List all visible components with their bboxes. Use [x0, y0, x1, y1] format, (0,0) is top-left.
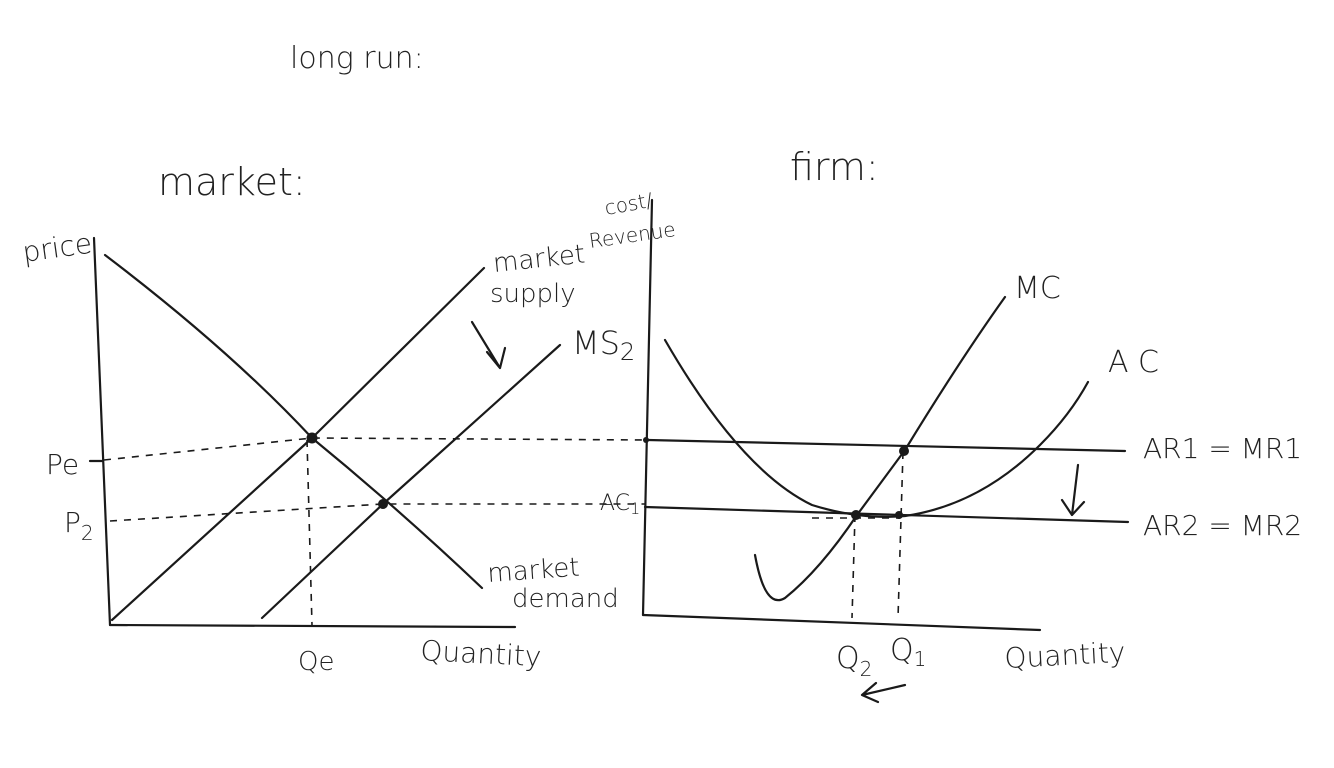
ar-shift-arrow — [1060, 463, 1086, 517]
demand-label-line1: market — [486, 553, 580, 589]
supply-label-line1: market — [492, 239, 587, 278]
firm-x-axis-label: Quantity — [1004, 636, 1127, 675]
q2-guide-line — [851, 514, 856, 619]
ar1-mr1-line — [646, 438, 1127, 453]
ar1-axis-marker — [643, 437, 649, 443]
ms2-label: MS2 — [572, 324, 635, 366]
ar1-mr1-label: AR1 = MR1 — [1143, 432, 1302, 465]
market-supply-curve — [110, 266, 486, 622]
demand-label-line2: demand — [512, 584, 619, 614]
q2-label: Q2 — [836, 641, 872, 681]
p2-guide-line — [109, 503, 645, 522]
price-pe-label: Pe — [46, 448, 79, 481]
qe-guide-line — [306, 439, 313, 626]
market-heading: market: — [158, 160, 306, 204]
market-y-axis-label: price — [20, 227, 94, 269]
supply-label-line2: supply — [490, 279, 576, 309]
market-equilibrium-point — [306, 432, 318, 444]
mc-curve — [753, 295, 1007, 602]
diagram-title: long run: — [290, 41, 424, 76]
ac1-label: AC1 — [600, 491, 640, 518]
firm-ar2-mc-point — [851, 510, 861, 520]
market-x-axis — [108, 623, 517, 629]
market-demand-curve — [103, 253, 484, 590]
firm-y-axis — [641, 198, 654, 617]
q1-guide-line — [897, 451, 904, 619]
market-equilibrium-2-point — [378, 499, 388, 509]
pe-guide-line — [103, 437, 651, 461]
firm-ar1-mc-point — [899, 446, 909, 456]
qty-qe-label: Qe — [298, 647, 334, 677]
market-x-axis-label: Quantity — [420, 634, 543, 673]
ac-label: A C — [1108, 345, 1159, 380]
q-shift-arrow — [860, 681, 907, 704]
firm-x-axis — [641, 613, 1042, 632]
mc-label: MC — [1014, 271, 1061, 306]
ar2-mr2-label: AR2 = MR2 — [1143, 509, 1302, 542]
price-p2-label: P2 — [64, 506, 94, 545]
supply-shift-arrow — [470, 320, 507, 370]
q1-label: Q1 — [890, 633, 926, 671]
firm-heading: firm: — [790, 145, 879, 189]
firm-ar2-ac-point — [895, 511, 903, 519]
firm-y-axis-label-line1: cost/ — [603, 188, 655, 220]
ar2-mr2-line — [643, 505, 1130, 524]
firm-y-axis-label-line2: Revenue — [587, 217, 677, 253]
market-y-axis — [92, 236, 112, 627]
